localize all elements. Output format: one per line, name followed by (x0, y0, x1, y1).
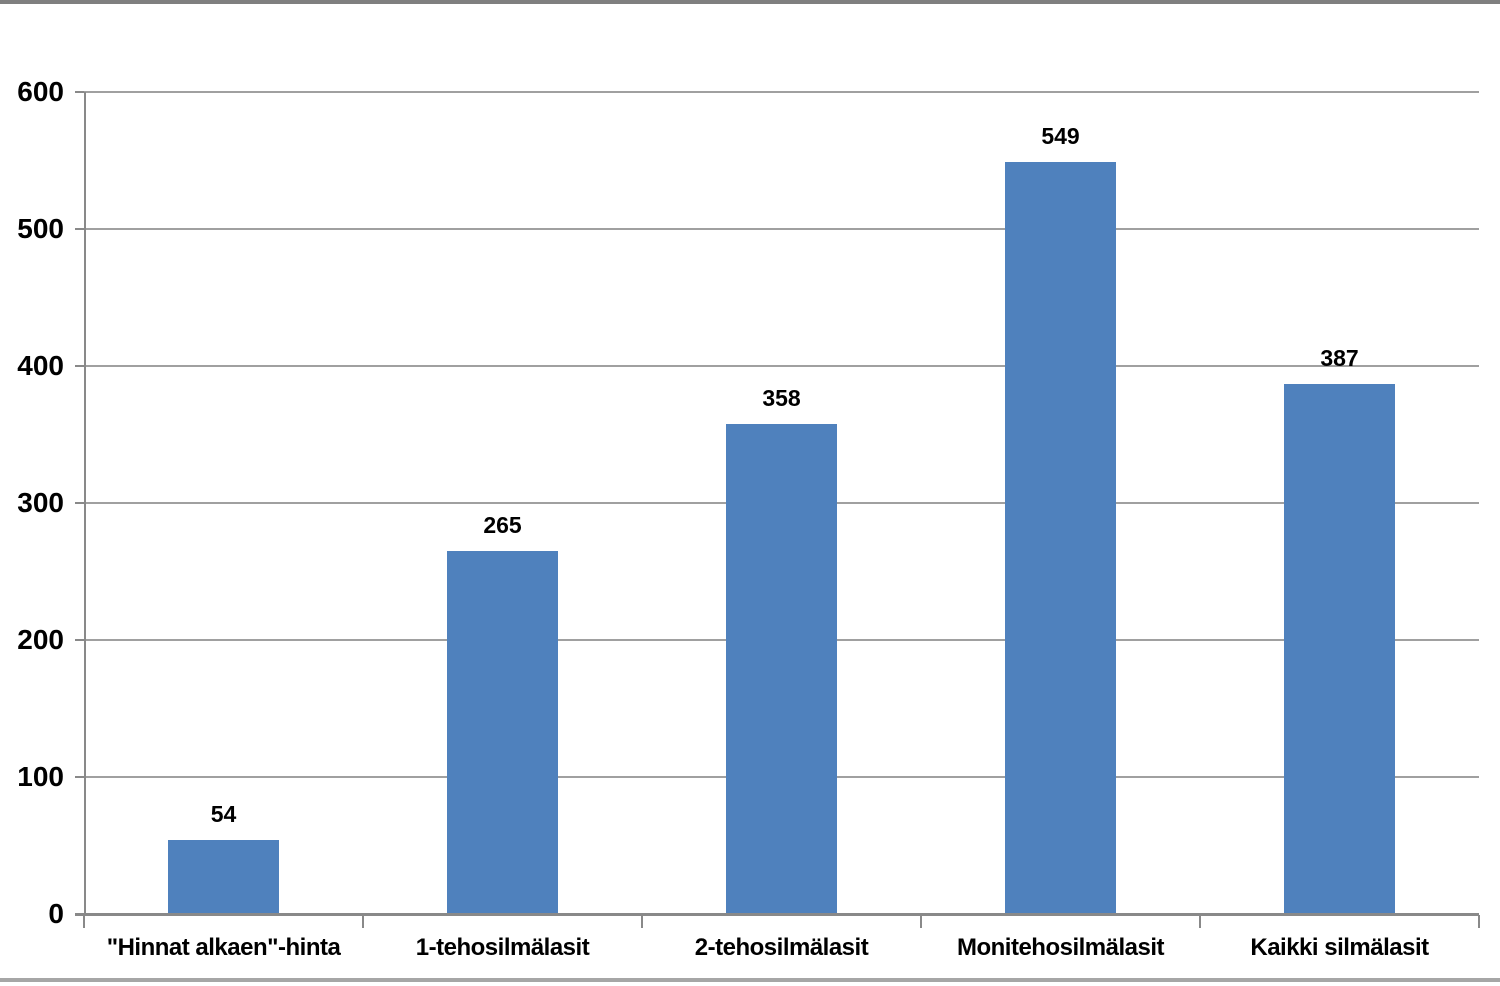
y-axis-tick (75, 365, 84, 367)
y-axis-tick-label: 500 (17, 213, 64, 244)
x-axis-tick (1199, 915, 1201, 928)
bar-value-label: 265 (483, 511, 522, 538)
bar-5 (1284, 383, 1395, 914)
x-axis-category-label: 2-tehosilmälasit (694, 934, 869, 961)
y-axis-tick-label: 100 (17, 761, 64, 792)
x-axis-tick (920, 915, 922, 928)
gridline-500 (84, 228, 1479, 230)
bar-value-label: 387 (1320, 344, 1359, 371)
x-axis-category-label: Kaikki silmälasit (1250, 934, 1429, 961)
x-axis-tick (83, 915, 85, 928)
x-axis-tick (1478, 915, 1480, 928)
x-axis-category-label: 1-tehosilmälasit (415, 934, 590, 961)
gridline-600 (84, 91, 1479, 93)
y-axis-tick-label: 400 (17, 350, 64, 381)
bar-1 (168, 840, 279, 914)
x-axis-tick (641, 915, 643, 928)
y-axis-tick (75, 776, 84, 778)
x-axis (75, 913, 1479, 916)
y-axis-tick (75, 228, 84, 230)
chart-bottom-border (0, 978, 1500, 982)
y-axis-tick (75, 502, 84, 504)
x-axis-tick (362, 915, 364, 928)
bar-3 (726, 423, 837, 914)
y-axis-tick-label: 300 (17, 487, 64, 518)
x-axis-category-label: Monitehosilmälasit (956, 934, 1165, 961)
y-axis-tick (75, 91, 84, 93)
bar-value-label: 358 (762, 384, 801, 411)
bar-2 (447, 550, 558, 914)
chart-top-border (0, 0, 1500, 4)
bar-value-label: 54 (210, 801, 237, 828)
x-axis-category-label: "Hinnat alkaen"-hinta (106, 934, 341, 961)
bar-4 (1005, 161, 1116, 914)
gridline-400 (84, 365, 1479, 367)
y-axis-tick-label: 0 (48, 898, 64, 929)
bar-value-label: 549 (1041, 122, 1080, 149)
y-axis (84, 92, 86, 914)
y-axis-tick (75, 639, 84, 641)
y-axis-tick-label: 200 (17, 624, 64, 655)
y-axis-tick-label: 600 (17, 76, 64, 107)
